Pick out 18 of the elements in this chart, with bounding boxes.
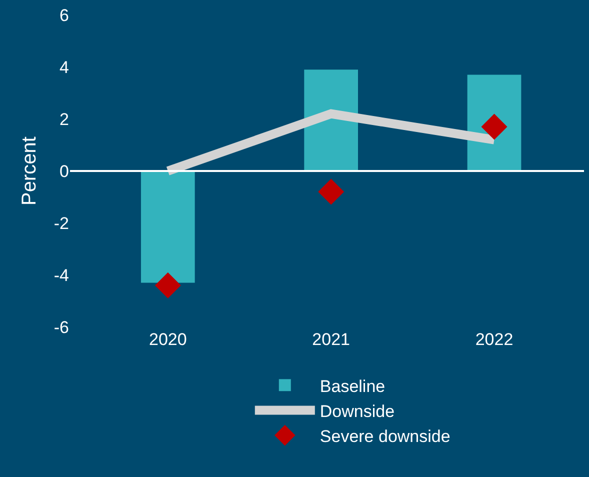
- bar: [140, 171, 195, 283]
- y-tick-label: -4: [54, 266, 69, 285]
- y-axis-title: Percent: [18, 136, 40, 206]
- y-tick-label: 4: [60, 58, 69, 77]
- point: [154, 272, 181, 298]
- legend-label: Downside: [320, 402, 395, 421]
- x-tick-label: 2021: [312, 330, 350, 349]
- bar: [304, 70, 358, 171]
- y-tick-label: 2: [60, 110, 69, 129]
- y-tick-label: -2: [54, 214, 69, 233]
- x-tick-label: 2020: [148, 330, 187, 349]
- y-tick-label: 6: [60, 6, 69, 25]
- x-tick-label: 2022: [475, 330, 514, 349]
- legend-label: Baseline: [320, 376, 386, 396]
- point: [318, 178, 344, 205]
- y-tick-label: 0: [60, 162, 69, 181]
- y-tick-label: -6: [54, 318, 69, 337]
- legend-label: Severe downside: [320, 426, 450, 446]
